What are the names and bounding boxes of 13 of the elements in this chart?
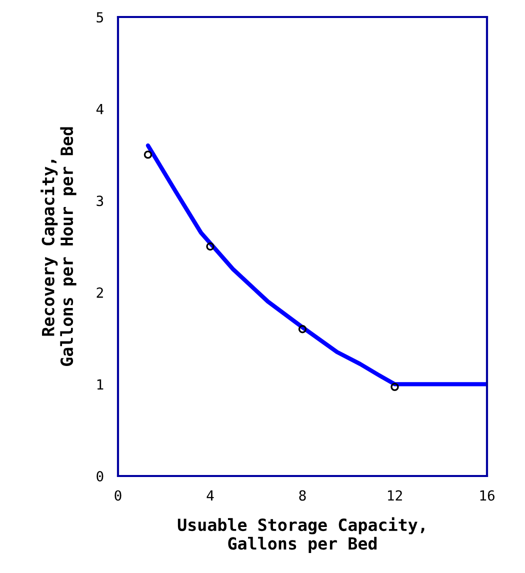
y-tick-label: 1 xyxy=(97,379,104,390)
x-tick-label: 12 xyxy=(388,490,402,501)
y-tick-label: 3 xyxy=(96,196,104,206)
x-axis-title: Usuable Storage Capacity, Gallons per Bed xyxy=(178,517,424,553)
x-tick-label: 16 xyxy=(480,490,494,501)
y-tick-label: 4 xyxy=(96,104,104,114)
y-tick-label: 2 xyxy=(96,287,103,298)
x-tick-label: 4 xyxy=(206,490,214,501)
y-tick-label: 5 xyxy=(96,12,103,23)
x-tick-label: 8 xyxy=(299,490,306,501)
y-tick-label: 0 xyxy=(96,471,104,482)
y-axis-title: Recovery Capacity, Gallons per Hour per Bed xyxy=(40,127,76,366)
x-tick-label: 0 xyxy=(114,490,122,501)
